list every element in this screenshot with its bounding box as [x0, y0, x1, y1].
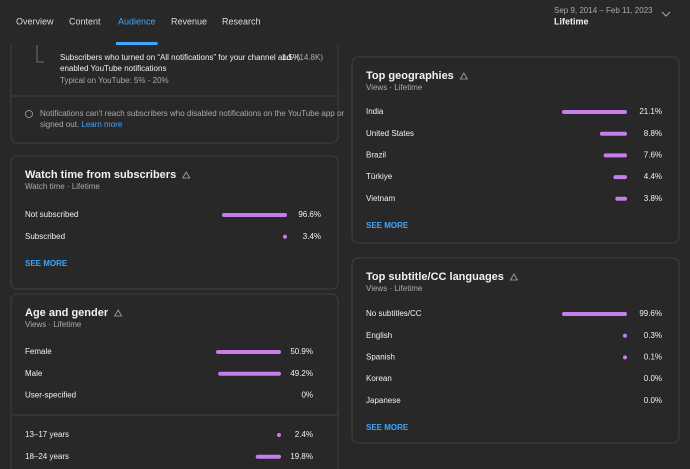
row-label: Spanish	[366, 353, 395, 362]
date-range[interactable]: Sep 9, 2014 – Feb 11, 2023	[554, 6, 653, 15]
card-title: Top geographies	[366, 70, 454, 82]
row-label: No subtitles/CC	[366, 309, 422, 318]
metric-value: 1.5%	[282, 53, 300, 62]
card	[351, 257, 680, 444]
tab-underline	[116, 42, 158, 45]
row-value: 0.0%	[644, 374, 662, 383]
card	[10, 293, 339, 469]
row-label: User-specified	[25, 391, 76, 400]
row-label: Female	[25, 347, 52, 356]
row-value: 99.6%	[639, 309, 662, 318]
row-value: 21.1%	[639, 107, 662, 116]
note-text: Notifications can't reach subscribers wh…	[40, 109, 344, 118]
metric-text: enabled YouTube notifications	[60, 64, 166, 73]
bar	[255, 454, 281, 459]
row-value: 2.4%	[295, 430, 313, 439]
nav-tab[interactable]: Revenue	[171, 16, 207, 26]
row-value: 3.8%	[644, 194, 662, 203]
nav-tab[interactable]: Audience	[118, 16, 156, 26]
bar	[562, 110, 627, 114]
bar-dot	[623, 333, 627, 338]
row-label: 18–24 years	[25, 452, 69, 461]
row-label: Not subscribed	[25, 210, 78, 219]
row-label: Korean	[366, 374, 392, 383]
row-value: 0.3%	[644, 331, 662, 340]
see-more-link[interactable]: SEE MORE	[366, 423, 409, 432]
row-label: Male	[25, 369, 43, 378]
nav-tab[interactable]: Content	[69, 16, 101, 26]
warning-icon	[113, 309, 123, 317]
row-value: 0%	[301, 391, 313, 400]
warning-icon	[181, 171, 191, 179]
row-label: United States	[366, 129, 414, 138]
dropdown-arrow	[661, 11, 671, 17]
warning-icon	[509, 273, 519, 281]
metric-text: Subscribers who turned on “All notificat…	[60, 53, 291, 62]
see-more-link[interactable]: SEE MORE	[366, 221, 409, 230]
card-subtitle: Views · Lifetime	[25, 320, 82, 329]
bar	[603, 153, 627, 158]
row-value: 4.4%	[644, 172, 662, 181]
row-value: 19.8%	[290, 452, 313, 461]
card-title: Watch time from subscribers	[25, 169, 176, 181]
bar	[218, 371, 281, 376]
row-label: Türkiye	[366, 172, 393, 181]
row-value: 96.6%	[298, 210, 321, 219]
row-value: 50.9%	[290, 347, 313, 356]
row-value: 0.1%	[644, 353, 662, 362]
row-label: English	[366, 331, 392, 340]
nav-tab[interactable]: Research	[222, 16, 261, 26]
nav-tab[interactable]: Overview	[16, 16, 54, 26]
row-label: Brazil	[366, 151, 386, 160]
see-more-link[interactable]: SEE MORE	[25, 259, 68, 268]
learn-more-link[interactable]: Learn more	[81, 120, 122, 129]
tabs: Overview Content Audience Revenue Research	[16, 16, 261, 45]
bar	[562, 312, 627, 316]
row-label: Japanese	[366, 396, 401, 405]
bar	[613, 175, 627, 180]
card	[10, 155, 339, 290]
card-title: Age and gender	[25, 307, 109, 319]
bar-dot	[283, 234, 287, 239]
row-value: 49.2%	[290, 369, 313, 378]
row-label: Vietnam	[366, 194, 396, 203]
row-label: 13–17 years	[25, 430, 69, 439]
header	[0, 0, 690, 45]
note-text: signed out. Learn more	[40, 120, 123, 129]
row-value: 8.8%	[644, 129, 662, 138]
card-title: Top subtitle/CC languages	[366, 271, 504, 283]
card-subtitle: Watch time · Lifetime	[25, 182, 100, 191]
bar	[216, 350, 281, 354]
note-text: signed out.	[40, 120, 79, 129]
bar	[615, 196, 627, 201]
metric-count: (14.8K)	[297, 53, 324, 62]
bar	[599, 131, 627, 136]
card	[351, 56, 680, 244]
bar-dot	[623, 355, 627, 360]
row-value: 3.4%	[303, 232, 321, 241]
card-subtitle: Views · Lifetime	[366, 284, 423, 293]
warning-icon	[459, 72, 469, 80]
bar	[222, 213, 287, 217]
row-value: 7.6%	[644, 151, 662, 160]
row-value: 0.0%	[644, 396, 662, 405]
period[interactable]: Lifetime	[554, 16, 589, 26]
bar-dot	[277, 433, 281, 437]
row-label: India	[366, 107, 384, 116]
tree-line	[36, 40, 44, 63]
row-label: Subscribed	[25, 232, 65, 241]
typical-text: Typical on YouTube: 5% - 20%	[60, 76, 169, 85]
info-icon	[25, 110, 33, 118]
card-subtitle: Views · Lifetime	[366, 83, 423, 92]
